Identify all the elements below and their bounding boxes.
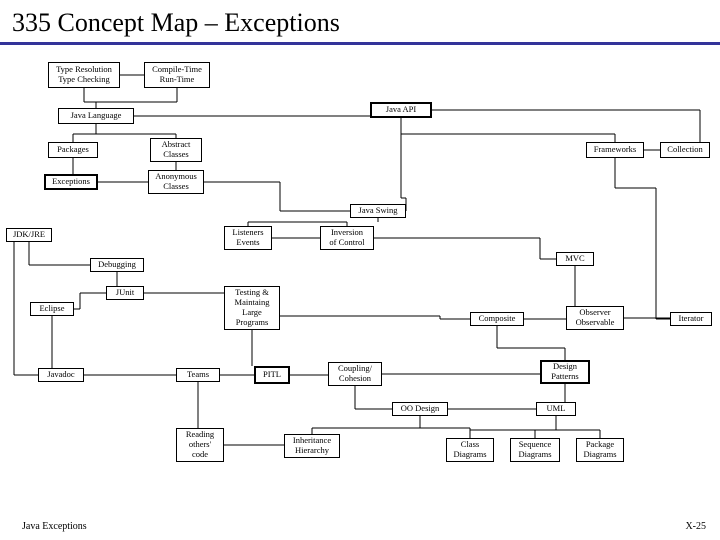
node-java_api: Java API [370,102,432,118]
node-inheritance: InheritanceHierarchy [284,434,340,458]
node-collection: Collection [660,142,710,158]
node-inversion: Inversionof Control [320,226,374,250]
node-frameworks: Frameworks [586,142,644,158]
node-anonymous: AnonymousClasses [148,170,204,194]
node-uml: UML [536,402,576,416]
page-title: 335 Concept Map – Exceptions [0,0,720,42]
node-iterator: Iterator [670,312,712,326]
node-java_language: Java Language [58,108,134,124]
node-oo_design: OO Design [392,402,448,416]
node-testing: Testing &MaintaingLargePrograms [224,286,280,330]
node-reading: Readingothers'code [176,428,224,462]
node-eclipse: Eclipse [30,302,74,316]
footer-right: X-25 [685,521,706,532]
node-mvc: MVC [556,252,594,266]
node-exceptions: Exceptions [44,174,98,190]
node-composite: Composite [470,312,524,326]
node-coupling: Coupling/Cohesion [328,362,382,386]
node-jdk_jre: JDK/JRE [6,228,52,242]
node-class_diagrams: ClassDiagrams [446,438,494,462]
node-sequence_diagrams: SequenceDiagrams [510,438,560,462]
title-underline [0,42,720,45]
node-java_swing: Java Swing [350,204,406,218]
diagram-canvas: Type ResolutionType Checking Compile-Time… [0,48,720,540]
node-debugging: Debugging [90,258,144,272]
node-packages: Packages [48,142,98,158]
node-junit: JUnit [106,286,144,300]
node-compile_time: Compile-TimeRun-Time [144,62,210,88]
node-design_patterns: DesignPatterns [540,360,590,384]
node-package_diagrams: PackageDiagrams [576,438,624,462]
node-abstract_classes: AbstractClasses [150,138,202,162]
node-teams: Teams [176,368,220,382]
node-observer: ObserverObservable [566,306,624,330]
node-type_resolution: Type ResolutionType Checking [48,62,120,88]
node-javadoc: Javadoc [38,368,84,382]
node-listeners: ListenersEvents [224,226,272,250]
footer-left: Java Exceptions [22,521,87,532]
node-pitl: PITL [254,366,290,384]
